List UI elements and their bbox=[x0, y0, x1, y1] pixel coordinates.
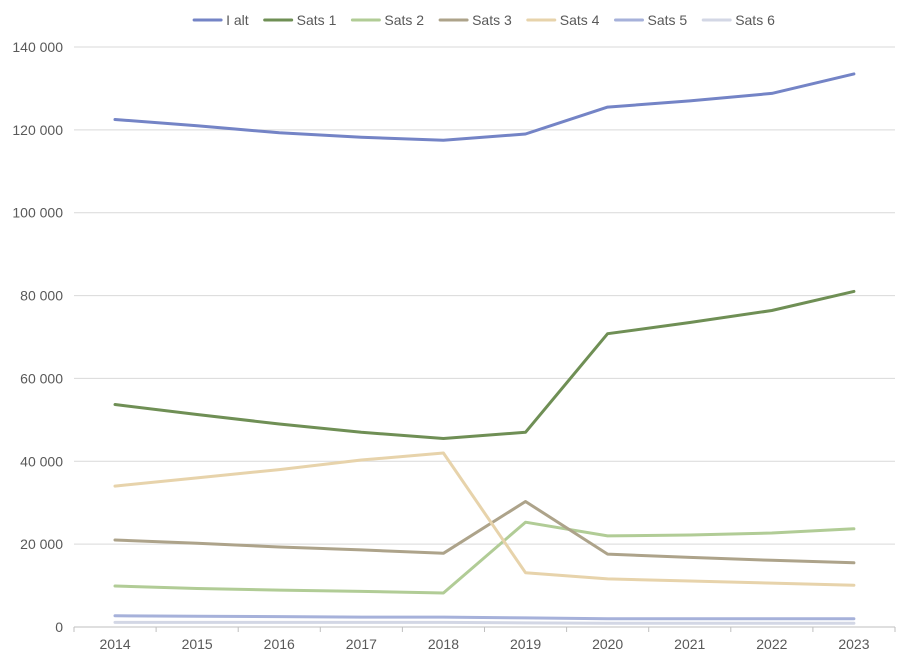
x-tick-label: 2016 bbox=[264, 636, 295, 652]
x-tick-label: 2017 bbox=[346, 636, 377, 652]
series-line-sats-6 bbox=[113, 620, 856, 625]
chart-series bbox=[113, 72, 856, 625]
series-line-sats-1 bbox=[113, 289, 856, 440]
legend-label: Sats 1 bbox=[297, 12, 337, 28]
y-tick-label: 0 bbox=[55, 619, 63, 635]
x-tick-label: 2022 bbox=[756, 636, 787, 652]
legend-label: Sats 5 bbox=[647, 12, 687, 28]
legend-label: Sats 2 bbox=[384, 12, 424, 28]
x-tick-label: 2019 bbox=[510, 636, 541, 652]
chart-gridlines bbox=[74, 46, 895, 545]
series-line-sats-3 bbox=[113, 500, 856, 565]
legend-label: Sats 3 bbox=[472, 12, 512, 28]
y-axis: 0 20 000 40 000 60 000 80 000 100 000 120 000 1… bbox=[12, 39, 63, 635]
y-tick-label: 20 000 bbox=[20, 536, 63, 552]
x-tick-label: 2020 bbox=[592, 636, 623, 652]
series-line-sats-4 bbox=[113, 451, 856, 587]
legend-item: Sats 6 bbox=[701, 12, 775, 28]
series-line-sats-5 bbox=[113, 614, 856, 621]
legend-item: Sats 2 bbox=[350, 12, 424, 28]
y-tick-label: 100 000 bbox=[12, 205, 63, 221]
chart-legend: I alt Sats 1 Sats 2 Sats 3 Sats 4 Sats 5 Sats … bbox=[192, 12, 775, 28]
legend-label: Sats 4 bbox=[560, 12, 600, 28]
legend-item: Sats 4 bbox=[526, 12, 600, 28]
y-tick-label: 80 000 bbox=[20, 288, 63, 304]
y-tick-label: 60 000 bbox=[20, 370, 63, 386]
legend-item: Sats 3 bbox=[438, 12, 512, 28]
x-axis: 2014 2015 2016 2017 2018 2019 2020 2021 2022 2023 bbox=[73, 626, 896, 652]
series-line-i-alt bbox=[113, 72, 856, 142]
legend-label: I alt bbox=[226, 12, 249, 28]
y-tick-label: 140 000 bbox=[12, 39, 63, 55]
x-tick-label: 2015 bbox=[182, 636, 213, 652]
legend-item: I alt bbox=[192, 12, 249, 28]
y-tick-label: 120 000 bbox=[12, 122, 63, 138]
series-line-sats-2 bbox=[113, 520, 856, 595]
x-tick-label: 2014 bbox=[99, 636, 130, 652]
legend-item: Sats 1 bbox=[263, 12, 337, 28]
x-tick-label: 2021 bbox=[674, 636, 705, 652]
x-tick-label: 2023 bbox=[838, 636, 869, 652]
legend-item: Sats 5 bbox=[613, 12, 687, 28]
x-tick-label: 2018 bbox=[428, 636, 459, 652]
y-tick-label: 40 000 bbox=[20, 453, 63, 469]
legend-label: Sats 6 bbox=[735, 12, 775, 28]
